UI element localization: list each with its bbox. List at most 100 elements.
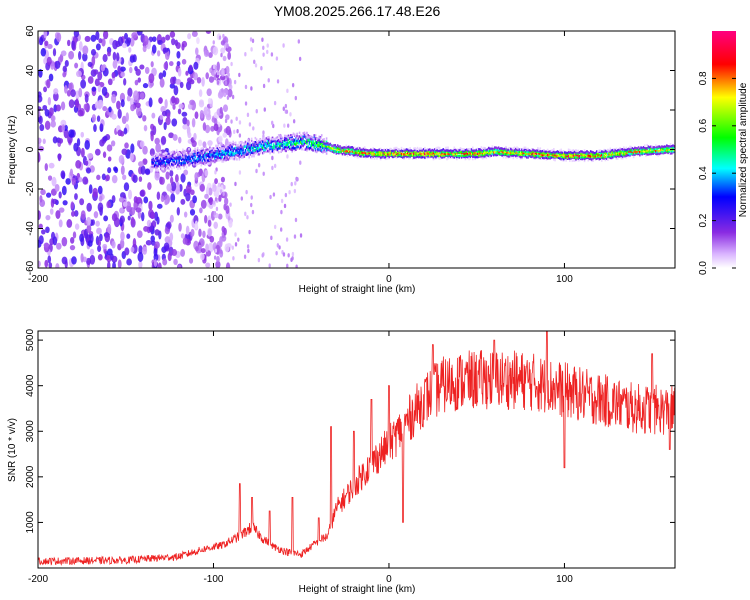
spectrogram-ridge-cell: [555, 154, 558, 157]
spectrogram-noise-cell: [107, 156, 112, 162]
spectrogram-ridge-cell: [284, 147, 286, 151]
spectrogram-ridge-cell: [249, 143, 252, 147]
spectrogram-noise-cell: [117, 65, 121, 76]
spectrogram-ridge-cell: [456, 151, 458, 155]
spectrogram-ridge-cell: [254, 152, 257, 155]
spectrogram-ridge-cell: [556, 154, 559, 158]
spectrogram-ridge-cell: [530, 155, 533, 159]
spectrogram-noise-cell: [191, 118, 196, 128]
spectrogram-ridge-cell: [577, 156, 580, 159]
spectrogram-ridge-cell: [201, 152, 204, 156]
spectrogram-ridge-cell: [234, 146, 237, 150]
spectrogram-ridge-cell: [163, 160, 166, 164]
spectrogram-ridge-cell: [441, 156, 443, 159]
spectrogram-ridge-cell: [323, 140, 325, 143]
spectrogram-ridge-cell: [368, 149, 371, 152]
spectrogram-ridge-cell: [161, 160, 163, 163]
spectrogram-ridge-cell: [645, 150, 647, 153]
spectrogram-ridge-cell: [533, 152, 535, 156]
spectrogram-ridge-cell: [345, 144, 348, 147]
spectrogram-noise-cell: [154, 229, 160, 236]
spectrogram-ridge-cell: [339, 150, 341, 154]
spectrogram-ridge-cell: [603, 156, 606, 159]
spectrogram-noise-cell: [80, 131, 85, 138]
spectrogram-noise-cell: [79, 233, 84, 243]
spectrogram-noise-cell: [133, 90, 139, 101]
spectrogram-ridge-cell: [282, 137, 285, 141]
spectrogram-sparse-cell: [288, 190, 291, 195]
spectrogram-ridge-cell: [362, 153, 365, 157]
spectrogram-ridge-cell: [486, 154, 489, 157]
spectrogram-ridge-cell: [301, 135, 303, 138]
spectrogram-ridge-cell: [476, 152, 479, 156]
spectrogram-ridge-cell: [384, 151, 387, 155]
spectrogram-ridge-cell: [198, 162, 200, 165]
spectrogram-ridge-cell: [280, 135, 282, 138]
spectrogram-sparse-cell: [213, 210, 217, 216]
spectrogram-ridge-cell: [544, 150, 547, 153]
spectrogram-ridge-cell: [573, 150, 576, 154]
spectrogram-ridge-cell: [324, 150, 327, 153]
spectrogram-ridge-cell: [463, 152, 465, 156]
spectrogram-ridge-cell: [164, 165, 167, 168]
spectrogram-noise-cell: [133, 196, 138, 203]
spectrogram-noise-cell: [172, 134, 178, 141]
spectrogram-ridge-cell: [405, 148, 408, 151]
spectrogram-ridge-cell: [231, 156, 233, 159]
spectrogram-ridge-cell: [627, 147, 630, 151]
spectrogram-ridge-cell: [588, 154, 591, 158]
spectrogram-ridge-cell: [410, 150, 413, 154]
spectrogram-noise-cell: [157, 39, 163, 46]
spectrogram-ridge-cell: [513, 150, 516, 154]
spectrogram-noise-cell: [195, 246, 199, 252]
spectrogram-ridge-cell: [194, 161, 196, 165]
spectrogram-ridge-cell: [351, 150, 354, 153]
spectrogram-ridge-cell: [479, 150, 481, 153]
spectrogram-ridge-cell: [453, 146, 456, 149]
spectrogram-ridge-cell: [190, 161, 193, 164]
spectrogram-ridge-cell: [604, 149, 607, 153]
spectrogram-ridge-cell: [328, 145, 330, 148]
spectrogram-ridge-cell: [266, 142, 269, 145]
spectrogram-ridge-cell: [231, 154, 233, 157]
spectrogram-ridge-cell: [272, 145, 275, 148]
spectrogram-ridge-cell: [561, 158, 564, 162]
spectrogram-noise-cell: [55, 263, 60, 268]
spectrogram-ridge-cell: [397, 149, 399, 153]
spectrogram-ridge-cell: [319, 147, 322, 151]
spectrogram-ridge-cell: [261, 137, 264, 141]
spectrogram-noise-cell: [97, 71, 103, 81]
spectrogram-ridge-cell: [539, 150, 542, 153]
spectrogram-ridge-cell: [457, 149, 459, 153]
spectrogram-ridge-cell: [610, 153, 613, 156]
spectrogram-ridge-cell: [647, 146, 650, 150]
spectrogram-ridge-cell: [589, 157, 592, 161]
spectrogram-ridge-cell: [610, 156, 613, 160]
spectrogram-ridge-cell: [351, 146, 354, 149]
spectrogram-ridge-cell: [302, 144, 305, 148]
spectrogram-ridge-cell: [340, 146, 343, 150]
spectrogram-ridge-cell: [298, 135, 301, 138]
spectrogram-noise-cell: [196, 37, 200, 45]
spectrogram-ridge-cell: [533, 154, 535, 157]
spectrogram-ridge-cell: [250, 155, 253, 158]
spectrogram-ridge-cell: [467, 153, 469, 156]
spectrogram-ridge-cell: [152, 165, 155, 169]
spectrogram-ridge-cell: [368, 154, 371, 157]
spectrogram-ridge-cell: [652, 152, 655, 155]
spectrogram-ridge-cell: [247, 152, 249, 156]
colorbar-gradient: [712, 31, 736, 268]
spectrogram-ridge-cell: [571, 149, 574, 153]
spectrogram-ridge-cell: [220, 149, 222, 152]
spectrogram-noise-cell: [48, 162, 55, 169]
spectrogram-ridge-cell: [307, 145, 309, 148]
spectrogram-noise-cell: [57, 153, 62, 162]
spectrogram-ridge-cell: [309, 144, 312, 147]
spectrogram-ridge-cell: [532, 155, 534, 158]
spectrogram-ridge-cell: [614, 155, 617, 158]
spectrogram-noise-cell: [78, 176, 83, 183]
spectrogram-ridge-cell: [374, 148, 377, 152]
spectrogram-ridge-cell: [658, 149, 661, 153]
spectrogram-ridge-cell: [264, 147, 266, 150]
spectrogram-ridge-cell: [474, 157, 477, 161]
